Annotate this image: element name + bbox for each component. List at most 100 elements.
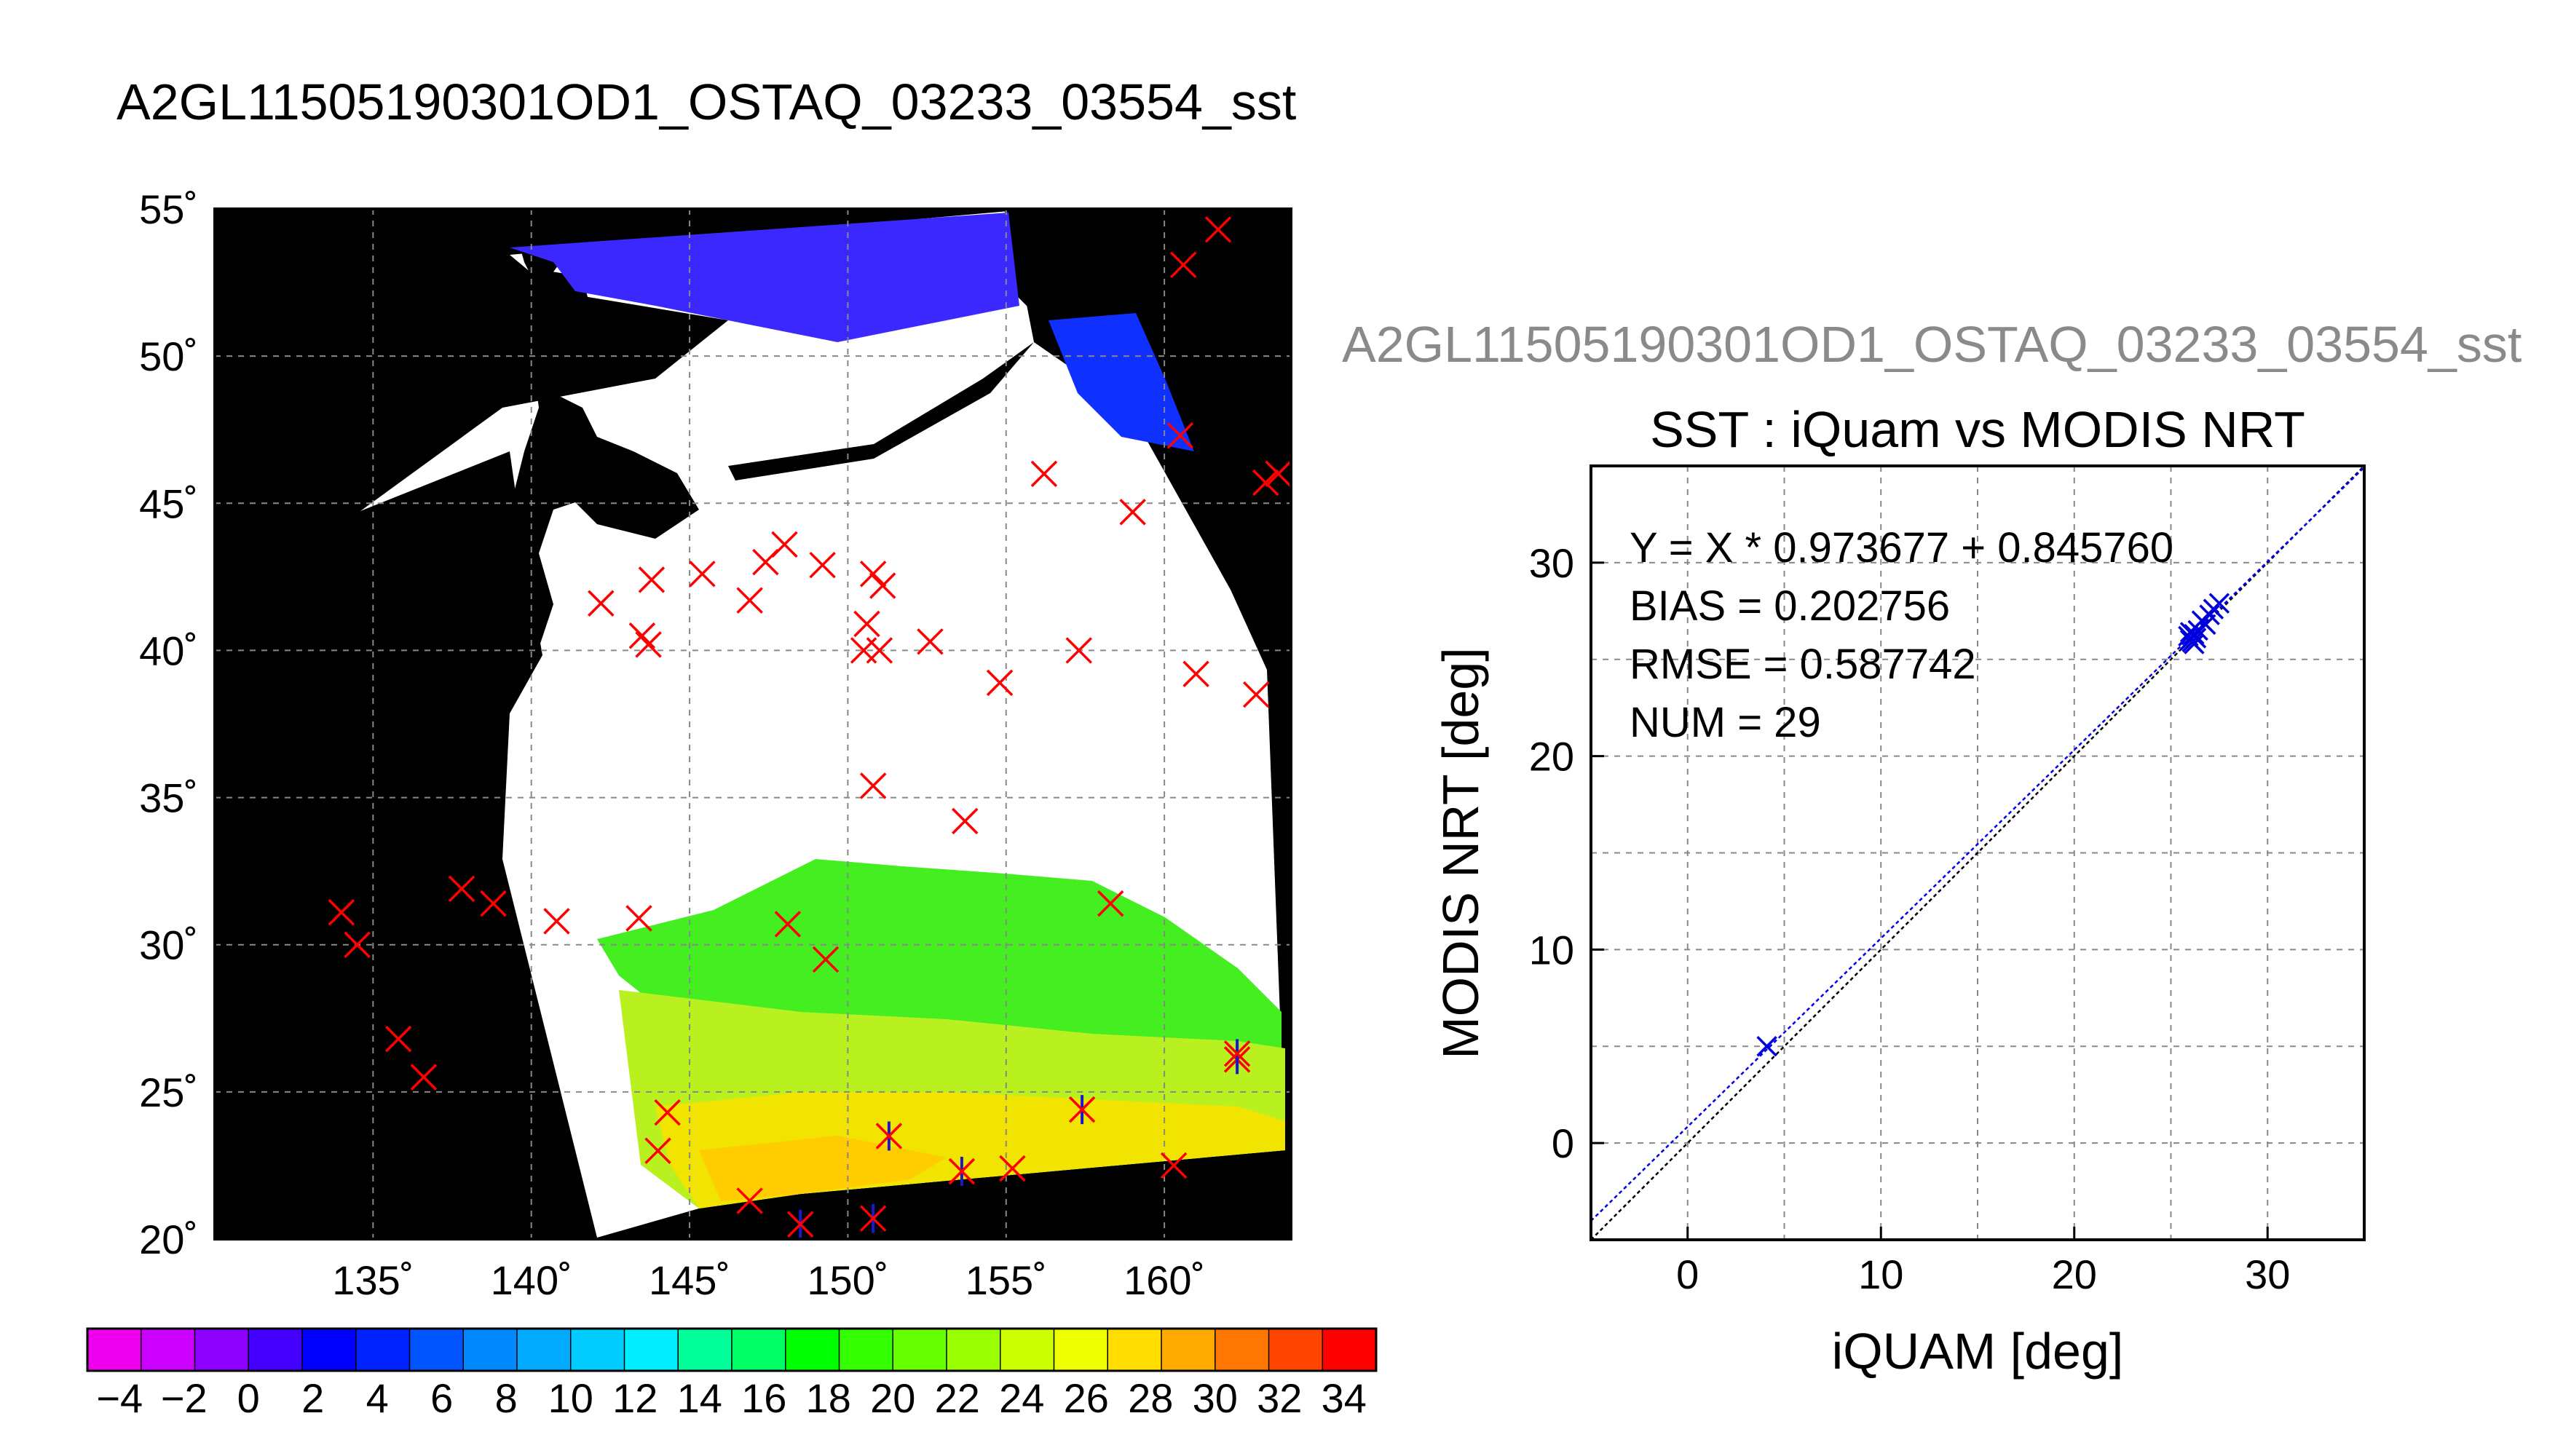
scatter-frame [1590,464,2366,1241]
map-marker-stroke-b [999,1155,1026,1182]
map-matched-cross-stroke-b [1068,1096,1096,1123]
map-marker [1252,469,1279,496]
colorbar-tick-label: 10 [548,1375,593,1421]
colorbar-cell [463,1329,518,1371]
map-marker [1169,251,1197,279]
map-lon-tick-label: 150˚ [807,1257,888,1296]
map-lat-tick-label: 30˚ [139,922,198,968]
map-marker-stroke-b [1252,469,1279,496]
map-marker-stroke-b [917,628,944,655]
scatter-lines [1590,465,2365,1241]
map-marker [588,590,615,617]
map-marker [1065,637,1092,664]
colorbar-tick-label: 32 [1257,1375,1302,1421]
map-marker-stroke-b [869,572,896,599]
colorbar-tick-label: 34 [1322,1375,1367,1421]
map-marker [736,587,763,614]
map-marker [1119,499,1146,526]
map-marker-stroke-b [625,905,652,932]
map-marker-stroke-b [859,772,887,799]
map-marker [774,911,802,938]
colorbar-cell [678,1329,732,1371]
scatter-points [1756,593,2230,1057]
colorbar-cell [1107,1329,1162,1371]
map-marker-stroke-b [448,875,475,903]
scatter-y-tick-label: 10 [1529,927,1574,973]
colorbar-cell [355,1329,410,1371]
land-east [1165,211,1291,655]
colorbar-tick-label: 30 [1193,1375,1238,1421]
map-marker [1097,890,1124,917]
colorbar-cell [1161,1329,1216,1371]
map-matched-cross [1223,1040,1251,1067]
colorbar-tick-label: 24 [999,1375,1044,1421]
map-matched-cross [786,1211,814,1238]
scatter-point [1756,1036,1777,1057]
scatter-point-stroke-b [2208,593,2230,614]
colorbar-cell [624,1329,679,1371]
map-marker [1030,460,1058,488]
map-marker-stroke-b [1160,1152,1188,1179]
map-matched-marker [1068,1095,1096,1125]
map-marker [859,561,887,587]
sst-colorbar: −4 −2 0 2 4 6 8 10 12 14 16 18 20 22 24 26 28 30 32 34 [86,1327,1378,1421]
map-marker [654,1099,681,1126]
map-marker [480,890,507,917]
map-marker-stroke-b [588,590,615,617]
map-matched-cross-stroke-b [786,1211,814,1238]
map-marker [1166,422,1194,449]
colorbar-cell [141,1329,195,1371]
map-marker [328,899,355,926]
land-kuril [728,342,1034,480]
map-marker-stroke-b [986,669,1014,697]
scatter-point [2199,604,2220,625]
scatter-point [2184,633,2205,654]
map-marker-stroke-b [1030,460,1058,488]
colorbar-cell [947,1329,1001,1371]
colorbar-tick-label: 26 [1064,1375,1109,1421]
map-marker [448,875,475,903]
colorbar-cell [893,1329,947,1371]
scatter-file-title: A2GL11505190301OD1_OSTAQ_03233_03554_sst [1342,316,2522,373]
map-marker [869,572,896,599]
map-matched-marker [786,1209,814,1239]
map-marker-stroke-b [635,631,662,658]
colorbar-cell [1054,1329,1108,1371]
colorbar-tick-label: 0 [237,1375,260,1421]
map-marker [543,908,570,935]
map-marker-stroke-b [654,1099,681,1126]
map-matched-cross-stroke-b [875,1123,903,1150]
map-marker [638,566,666,593]
colorbar-cell [194,1329,249,1371]
map-marker-stroke-b [644,1137,671,1164]
map-marker [344,931,371,958]
map-marker [809,551,836,579]
map-marker-stroke-b [1166,422,1194,449]
map-marker-stroke-b [1204,216,1232,243]
colorbar-cell [1322,1329,1377,1371]
map-marker-stroke-b [1265,460,1292,488]
map-marker [1182,660,1209,688]
sst-map: 135˚ 140˚ 145˚ 150˚ 155˚ 160˚ 20˚ 25˚ 30˚ 35˚ 40˚ 4… [139,186,1292,1296]
map-marker-stroke-b [638,566,666,593]
colorbar-cell [248,1329,303,1371]
map-matched-marker [875,1121,903,1151]
colorbar-tick-label: −2 [161,1375,208,1421]
map-marker-stroke-b [1097,890,1124,917]
map-marker-stroke-b [859,561,887,587]
map-marker-stroke-b [328,899,355,926]
colorbar-tick-label: 18 [806,1375,851,1421]
map-matched-cross-stroke-b [1223,1040,1251,1067]
map-marker [986,669,1014,697]
colorbar-cell [1215,1329,1269,1371]
colorbar-cell [570,1329,625,1371]
map-marker [635,631,662,658]
map-marker-stroke-b [866,637,893,664]
scatter-title: SST : iQuam vs MODIS NRT [1650,401,2305,458]
colorbar-tick-label: 4 [366,1375,389,1421]
scatter-point-stroke-b [1756,1036,1777,1057]
scatter-annotation: Y = X * 0.973677 + 0.845760 [1630,524,2173,571]
land-region [360,451,542,859]
map-frame [213,207,1292,1241]
map-marker-stroke-b [1169,251,1197,279]
